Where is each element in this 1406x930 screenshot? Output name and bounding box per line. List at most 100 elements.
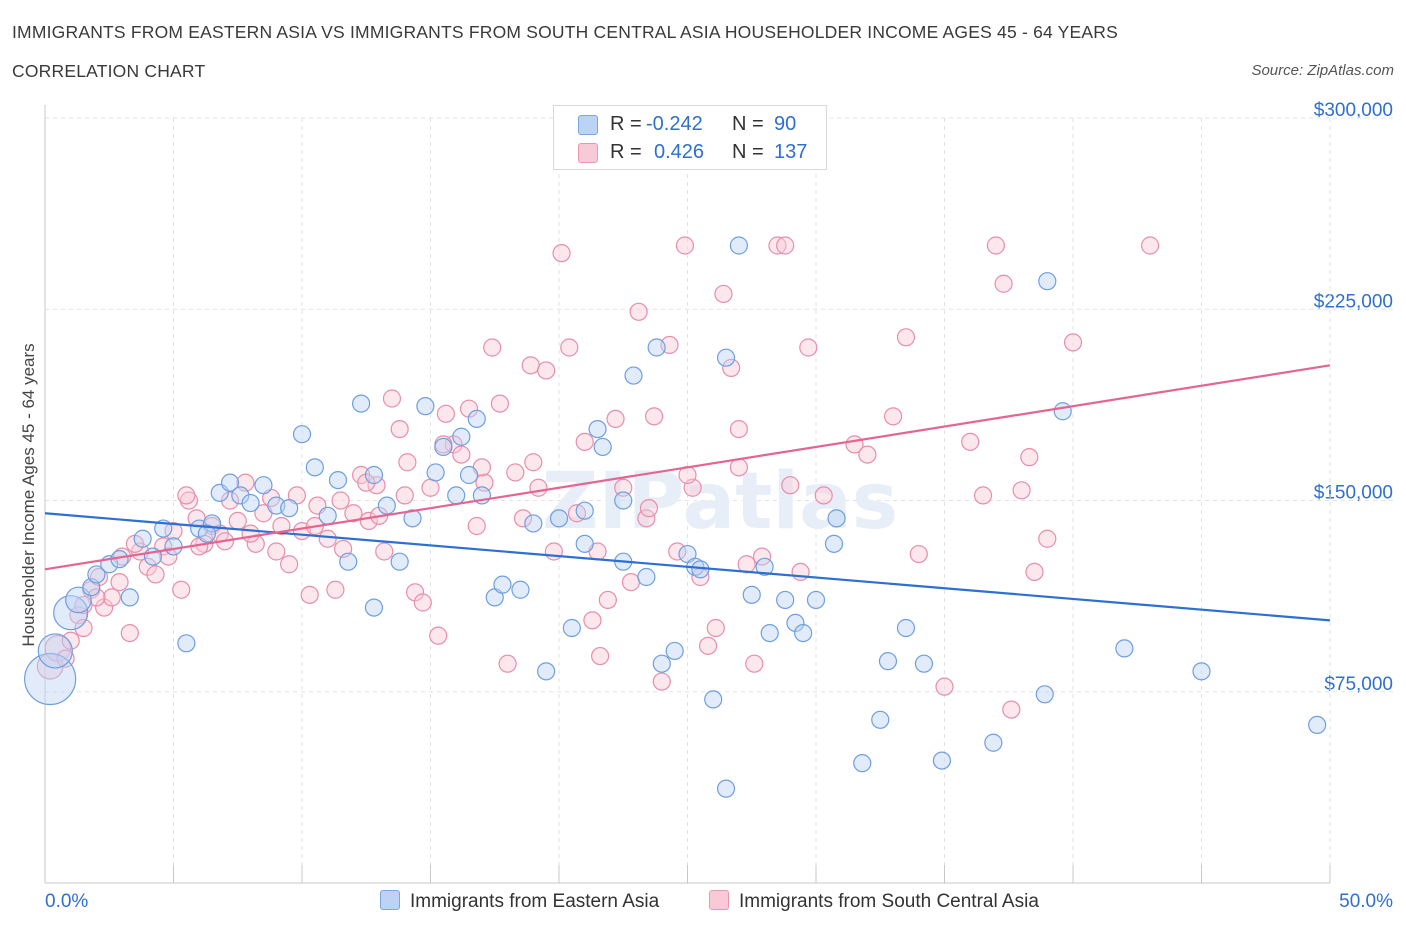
point-eastern-asia <box>426 463 445 482</box>
point-south-central-asia <box>498 654 517 673</box>
point-south-central-asia <box>537 361 556 380</box>
point-eastern-asia <box>318 506 337 525</box>
point-eastern-asia <box>280 499 299 518</box>
point-south-central-asia <box>896 328 916 347</box>
point-south-central-asia <box>706 618 725 638</box>
point-south-central-asia <box>935 677 954 696</box>
point-eastern-asia <box>704 690 723 709</box>
point-eastern-asia <box>1192 662 1211 681</box>
y-tick-label: $225,000 <box>1314 291 1393 312</box>
point-south-central-asia <box>1012 481 1031 500</box>
point-eastern-asia <box>352 394 371 413</box>
point-eastern-asia <box>914 654 934 673</box>
point-south-central-asia <box>513 509 533 528</box>
point-eastern-asia <box>231 486 250 505</box>
n-label: N = <box>732 113 764 135</box>
source-credit: Source: ZipAtlas.com <box>1251 62 1394 79</box>
point-eastern-asia <box>742 585 761 604</box>
point-south-central-asia <box>390 420 409 439</box>
trend-lines <box>44 364 1331 622</box>
n-label: N = <box>732 141 764 163</box>
legend-label-eastern-asia: Immigrants from Eastern Asia <box>410 891 660 912</box>
point-eastern-asia <box>452 427 471 446</box>
point-south-central-asia <box>583 611 602 630</box>
point-south-central-asia <box>644 407 664 426</box>
blue-swatch <box>578 115 598 135</box>
point-eastern-asia <box>493 575 512 594</box>
point-eastern-asia <box>403 509 422 528</box>
point-eastern-asia <box>133 529 152 548</box>
point-south-central-asia <box>909 544 928 564</box>
point-eastern-asia <box>575 501 594 520</box>
point-eastern-asia <box>593 437 612 457</box>
point-south-central-asia <box>639 499 659 518</box>
point-south-central-asia <box>1038 529 1057 548</box>
point-south-central-asia <box>61 631 80 650</box>
point-eastern-asia <box>197 524 217 543</box>
point-eastern-asia <box>416 397 435 416</box>
point-south-central-asia <box>436 404 456 423</box>
point-south-central-asia <box>138 557 157 576</box>
point-south-central-asia <box>267 542 286 561</box>
point-south-central-asia <box>814 486 833 505</box>
point-south-central-asia <box>95 598 114 617</box>
point-south-central-asia <box>729 458 749 477</box>
point-eastern-asia <box>984 733 1003 752</box>
point-eastern-asia <box>652 654 671 673</box>
point-eastern-asia <box>537 662 556 681</box>
point-south-central-asia <box>398 453 417 472</box>
point-eastern-asia <box>292 425 312 444</box>
point-south-central-asia <box>326 580 345 599</box>
point-eastern-asia <box>588 420 607 439</box>
point-south-central-asia <box>1140 236 1160 255</box>
point-eastern-asia <box>120 588 139 607</box>
x-tick-label: 0.0% <box>45 891 88 912</box>
point-eastern-asia <box>377 496 396 515</box>
point-eastern-asia <box>776 590 795 610</box>
y-axis-label: Householder Income Ages 45 - 64 years <box>19 343 38 646</box>
point-south-central-asia <box>745 654 764 673</box>
point-south-central-asia <box>421 478 440 497</box>
point-eastern-asia <box>760 623 779 643</box>
point-south-central-asia <box>675 236 695 255</box>
point-eastern-asia <box>177 634 196 653</box>
point-eastern-asia <box>614 491 633 510</box>
point-south-central-asia <box>172 580 191 599</box>
point-south-central-asia <box>722 358 741 377</box>
point-south-central-asia <box>413 593 432 612</box>
point-south-central-asia <box>344 504 363 523</box>
point-south-central-asia <box>395 486 414 505</box>
point-south-central-asia <box>1002 700 1021 719</box>
point-eastern-asia <box>562 618 581 638</box>
blue-swatch <box>380 890 400 910</box>
point-south-central-asia <box>799 338 818 357</box>
r-label: R = <box>610 141 642 163</box>
point-south-central-asia <box>459 399 479 418</box>
point-eastern-asia <box>806 590 826 610</box>
point-eastern-asia <box>794 623 813 643</box>
point-south-central-asia <box>1020 448 1039 467</box>
point-south-central-asia <box>467 516 486 536</box>
point-south-central-asia <box>698 636 718 655</box>
point-eastern-asia <box>305 458 324 477</box>
point-south-central-asia <box>405 583 425 602</box>
point-eastern-asia <box>878 652 898 671</box>
point-south-central-asia <box>552 244 571 263</box>
point-eastern-asia <box>524 514 543 533</box>
point-eastern-asia <box>364 598 384 617</box>
point-eastern-asia <box>254 476 273 495</box>
point-south-central-asia <box>177 486 196 505</box>
point-eastern-asia <box>328 471 348 490</box>
point-south-central-asia <box>318 529 337 548</box>
point-eastern-asia <box>434 437 453 457</box>
point-south-central-asia <box>986 236 1006 255</box>
point-south-central-asia <box>714 284 733 304</box>
point-south-central-asia <box>606 409 625 428</box>
x-tick-label: 50.0% <box>1339 891 1393 912</box>
point-eastern-asia <box>339 552 358 571</box>
point-south-central-asia <box>490 394 509 413</box>
point-south-central-asia <box>524 453 543 472</box>
n-value: 137 <box>774 141 808 163</box>
point-south-central-asia <box>781 476 800 495</box>
pink-swatch <box>578 143 598 163</box>
